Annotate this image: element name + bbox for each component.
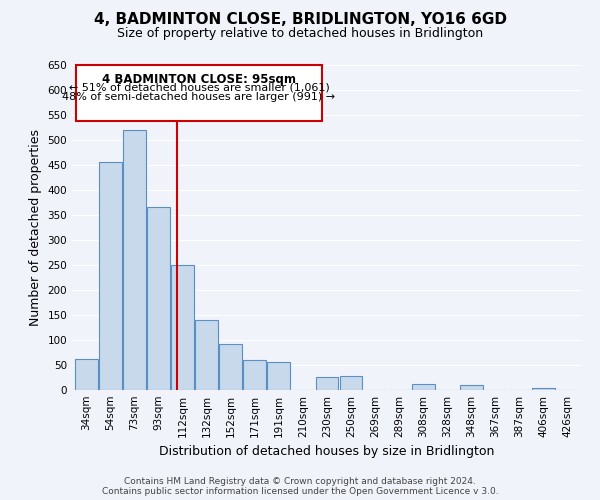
- Bar: [460, 385, 483, 390]
- Text: Size of property relative to detached houses in Bridlington: Size of property relative to detached ho…: [117, 28, 483, 40]
- Bar: [316, 376, 338, 390]
- Bar: [195, 320, 218, 390]
- Bar: [220, 344, 242, 390]
- Bar: [123, 130, 146, 390]
- Y-axis label: Number of detached properties: Number of detached properties: [29, 129, 42, 326]
- Text: 4, BADMINTON CLOSE, BRIDLINGTON, YO16 6GD: 4, BADMINTON CLOSE, BRIDLINGTON, YO16 6G…: [94, 12, 506, 28]
- Text: Contains HM Land Registry data © Crown copyright and database right 2024.: Contains HM Land Registry data © Crown c…: [124, 478, 476, 486]
- Text: 48% of semi-detached houses are larger (991) →: 48% of semi-detached houses are larger (…: [62, 92, 335, 102]
- Bar: [75, 359, 98, 390]
- Text: Contains public sector information licensed under the Open Government Licence v : Contains public sector information licen…: [101, 488, 499, 496]
- Bar: [532, 388, 555, 390]
- X-axis label: Distribution of detached houses by size in Bridlington: Distribution of detached houses by size …: [160, 446, 494, 458]
- Bar: [340, 376, 362, 390]
- Bar: [147, 206, 170, 390]
- Text: ← 51% of detached houses are smaller (1,061): ← 51% of detached houses are smaller (1,…: [68, 82, 329, 92]
- Text: 4 BADMINTON CLOSE: 95sqm: 4 BADMINTON CLOSE: 95sqm: [102, 72, 296, 86]
- Bar: [244, 360, 266, 390]
- Bar: [99, 162, 122, 390]
- Bar: [268, 362, 290, 390]
- FancyBboxPatch shape: [76, 65, 322, 121]
- Bar: [171, 265, 194, 390]
- Bar: [412, 384, 434, 390]
